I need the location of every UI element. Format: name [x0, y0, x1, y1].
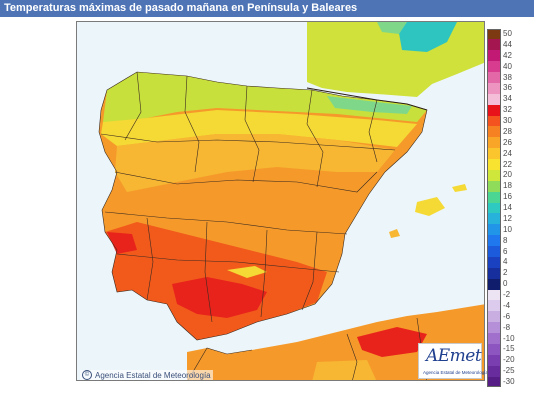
menorca-island — [452, 184, 467, 192]
legend-swatch — [487, 61, 501, 73]
legend-swatch — [487, 256, 501, 268]
legend-swatch — [487, 148, 501, 160]
africa-mild-area — [312, 360, 377, 380]
legend-swatch — [487, 159, 501, 170]
legend-swatch — [487, 278, 501, 290]
legend-label: -30 — [503, 377, 515, 386]
france-cold-area-2 — [377, 22, 407, 34]
legend-swatch — [487, 343, 501, 355]
logo-wordmark: AEmet — [426, 346, 482, 366]
france-cold-area — [397, 22, 457, 52]
legend-label: -4 — [503, 300, 511, 310]
legend-swatch — [487, 246, 501, 257]
legend-swatch — [487, 191, 501, 203]
legend-label: 50 — [503, 29, 512, 38]
legend-label: 34 — [503, 94, 512, 104]
legend-swatch — [487, 28, 501, 40]
legend-label: 8 — [503, 235, 508, 245]
legend-label: 28 — [503, 126, 512, 136]
legend-swatch — [487, 202, 501, 214]
legend-label: 32 — [503, 105, 512, 115]
credit-text: Agencia Estatal de Meteorología — [95, 370, 211, 380]
legend-label: 0 — [503, 279, 508, 289]
legend-swatch — [487, 72, 501, 83]
legend-label: 22 — [503, 159, 512, 169]
legend-swatch — [487, 82, 501, 94]
legend-swatch — [487, 115, 501, 127]
legend-swatch — [487, 39, 501, 51]
legend-label: 30 — [503, 116, 512, 125]
north-mild-band — [101, 110, 417, 147]
legend-swatch — [487, 126, 501, 138]
central-warm-area — [115, 134, 395, 192]
legend-label: 2 — [503, 268, 508, 278]
legend-label: -20 — [503, 355, 515, 365]
pyrenees-border — [306, 87, 428, 111]
pyrenees-cold — [327, 96, 412, 114]
legend-label: 40 — [503, 61, 512, 71]
legend-swatch — [487, 289, 501, 301]
west-hot-patch — [107, 232, 137, 254]
iberia-map-svg — [77, 22, 484, 380]
legend-swatch — [487, 365, 501, 377]
logo-subtitle: Agencia Estatal de Meteorología — [423, 370, 489, 375]
legend-label: 6 — [503, 246, 508, 256]
legend-swatch — [487, 104, 501, 116]
legend-swatch — [487, 311, 501, 323]
legend-swatch — [487, 137, 501, 149]
legend-swatch — [487, 376, 501, 388]
north-africa-land — [187, 304, 484, 380]
legend-label: 44 — [503, 39, 512, 49]
legend-label: 26 — [503, 137, 512, 147]
ibiza-island — [389, 229, 400, 238]
legend-swatch — [487, 224, 501, 236]
cantabrian-cool-band — [103, 72, 427, 122]
legend-label: 16 — [503, 192, 512, 202]
legend-swatch — [487, 180, 501, 192]
legend-swatch — [487, 267, 501, 279]
legend-label: 12 — [503, 213, 512, 223]
mallorca-island — [415, 197, 445, 216]
legend-label: 42 — [503, 50, 512, 60]
legend-swatch — [487, 322, 501, 334]
legend-label: 10 — [503, 224, 512, 234]
legend-swatch — [487, 169, 501, 181]
legend-label: 14 — [503, 203, 512, 212]
sierra-nevada-cool — [227, 266, 267, 278]
legend-label: -2 — [503, 290, 511, 299]
legend-label: 4 — [503, 257, 508, 267]
legend-label: 20 — [503, 170, 512, 180]
legend-swatch — [487, 300, 501, 312]
legend-swatch — [487, 354, 501, 366]
legend-swatch — [487, 333, 501, 344]
legend-swatch — [487, 213, 501, 225]
temperature-map — [76, 21, 485, 381]
legend-swatch — [487, 93, 501, 105]
aemet-logo: AEmet Agencia Estatal de Meteorología — [418, 343, 488, 379]
legend-label: -15 — [503, 344, 515, 354]
legend-label: -8 — [503, 322, 511, 332]
legend-label: 24 — [503, 148, 512, 158]
legend-label: -6 — [503, 311, 511, 321]
legend-label: 36 — [503, 83, 512, 93]
legend-label: 38 — [503, 72, 512, 82]
legend-swatch — [487, 235, 501, 247]
legend-label: 18 — [503, 181, 512, 191]
copyright-icon: © — [82, 370, 92, 380]
guadalquivir-very-hot — [172, 277, 267, 318]
legend-label: -25 — [503, 366, 515, 376]
rif-hot-area — [357, 327, 427, 357]
legend-label: -10 — [503, 333, 515, 343]
legend-swatch — [487, 50, 501, 62]
map-title: Temperaturas máximas de pasado mañana en… — [0, 0, 534, 17]
aemet-credit: © Agencia Estatal de Meteorología — [80, 370, 213, 380]
